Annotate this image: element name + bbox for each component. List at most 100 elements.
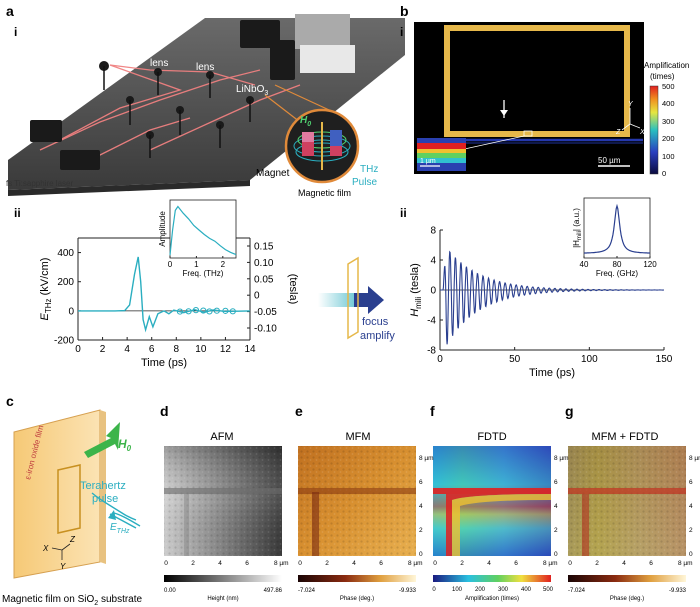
image-x-tick-label: 0 — [164, 560, 168, 567]
fdtd-image — [433, 446, 551, 556]
y2-tick-label: 0.15 — [254, 242, 274, 253]
image-x-tick-label: 0 — [433, 560, 437, 567]
inset-x-tick-label: 40 — [580, 260, 589, 269]
data-point — [222, 307, 229, 314]
data-point — [185, 308, 192, 315]
y-axis-label: Hmili (tesla) — [409, 263, 423, 317]
colorbar-tick-f: 400 — [521, 587, 532, 593]
panel-label-bi: i — [400, 25, 403, 39]
label-thz-2: Pulse — [352, 177, 377, 188]
image-x-tick-label: 6 — [514, 560, 518, 567]
label-h0-c: H0 — [118, 437, 132, 453]
image-x-tick-label: 4 — [622, 560, 626, 567]
x-tick-label: 14 — [244, 344, 256, 355]
colorbar-max-e: -9.933 — [399, 588, 417, 594]
colorbar-tick: 200 — [662, 134, 675, 143]
arrow-label-focus: focus — [362, 316, 389, 328]
image-y-tick-label: 0 — [689, 551, 693, 558]
afm-image — [164, 446, 282, 556]
scale-bar-main: 50 µm — [598, 156, 621, 165]
colorbar-min-g: -7.024 — [568, 588, 586, 594]
inset-x-axis-label: Freq. (GHz) — [596, 269, 639, 278]
image-title-f: FDTD — [477, 431, 506, 443]
colorbar-tick-f: 300 — [498, 587, 509, 593]
label-pulse: pulse — [92, 493, 118, 505]
inset-y-axis-label: |Hmili| (a.u.) — [572, 208, 583, 248]
colorbar-tick: 100 — [662, 152, 675, 161]
image-x-tick-label: 8 µm — [274, 560, 289, 567]
data-point — [192, 307, 200, 314]
panel-label-ai: i — [14, 25, 17, 39]
colorbar-tick-f: 200 — [475, 587, 486, 593]
image-y-tick-label: 0 — [419, 551, 423, 558]
image-x-tick-label: 6 — [379, 560, 383, 567]
image-y-tick-label: 4 — [689, 503, 693, 510]
image-x-tick-label: 8 µm — [678, 560, 693, 567]
image-y-tick-label: 8 µm — [419, 455, 434, 462]
arrow-label-amplify: amplify — [360, 330, 395, 342]
y-tick-label: 0 — [430, 286, 436, 297]
colorbar-title-2: (times) — [650, 72, 675, 81]
image-x-tick-label: 0 — [568, 560, 572, 567]
image-y-tick-label: 4 — [554, 503, 558, 510]
inset-x-tick-label: 2 — [221, 260, 226, 269]
panel-label-b: b — [400, 3, 409, 19]
image-x-tick-label: 4 — [218, 560, 222, 567]
image-y-tick-label: 6 — [419, 479, 423, 486]
film-schematic — [13, 409, 141, 579]
series-line-hmili-spectrum — [584, 203, 650, 254]
image-x-tick-label: 6 — [649, 560, 653, 567]
y-tick-label: 8 — [430, 226, 436, 237]
inset-x-tick-label: 80 — [613, 260, 622, 269]
image-x-tick-label: 2 — [325, 560, 329, 567]
y-tick-label: -8 — [427, 346, 436, 357]
amplification-colorbar — [649, 85, 659, 175]
inset-x-tick-label: 0 — [168, 260, 173, 269]
image-x-tick-label: 2 — [460, 560, 464, 567]
image-title-e: MFM — [345, 431, 370, 443]
y2-tick-label: -0.05 — [254, 307, 277, 318]
label-magnet: Magnet — [256, 168, 290, 179]
label-h0-a: H0 — [300, 115, 311, 128]
panel-label-c: c — [6, 393, 14, 409]
colorbar-max-d: 497.86 — [264, 588, 283, 594]
x-tick-label: 2 — [100, 344, 106, 355]
data-point — [200, 307, 207, 314]
chart-hmili: 0 50 100 150 -8 -4 0 4 8 Time (ps) Hmili (tesla) 40… — [409, 197, 673, 379]
x-tick-label: 6 — [149, 344, 155, 355]
colorbar-title-1: Amplification — [644, 61, 689, 70]
caption-film-substrate: Magnetic film on SiO2 substrate — [2, 594, 143, 607]
image-x-tick-label: 8 µm — [408, 560, 423, 567]
colorbar-label-g: Phase (deg.) — [610, 596, 644, 602]
axis-label-x-c: X — [42, 544, 49, 553]
y-tick-label: -200 — [54, 336, 74, 347]
y-tick-label: 400 — [57, 248, 74, 259]
panel-label-g: g — [565, 403, 574, 419]
mfm-fdtd-overlay-image — [568, 446, 686, 556]
colorbar-label-e: Phase (deg.) — [340, 596, 374, 602]
colorbar-label-d: Height (nm) — [207, 596, 238, 602]
axis-label-z-b: Z — [615, 129, 621, 136]
colorbar-mfm — [298, 575, 416, 582]
x-axis-label: Time (ps) — [141, 357, 187, 369]
y2-tick-label: 0 — [254, 291, 260, 302]
x-tick-label: 100 — [581, 354, 598, 365]
inset-y-axis-label: Amplitude — [158, 211, 167, 247]
image-x-tick-label: 2 — [595, 560, 599, 567]
inset-x-tick-label: 1 — [194, 260, 199, 269]
panel-label-bii: ii — [400, 206, 407, 220]
series-line-thz-spectrum — [169, 205, 237, 256]
image-y-tick-label: 8 µm — [554, 455, 569, 462]
image-y-tick-label: 6 — [554, 479, 558, 486]
x-tick-label: 8 — [174, 344, 180, 355]
label-thz-1: THz — [360, 164, 378, 175]
image-y-tick-label: 0 — [554, 551, 558, 558]
label-grating: Grating — [86, 46, 119, 57]
x-axis-label: Time (ps) — [529, 367, 575, 379]
optical-table — [8, 14, 405, 196]
x-tick-label: 12 — [220, 344, 232, 355]
series-line-hmili — [440, 250, 664, 345]
data-point — [229, 308, 236, 315]
inset-x-axis-label: Freq. (THz) — [183, 269, 224, 278]
